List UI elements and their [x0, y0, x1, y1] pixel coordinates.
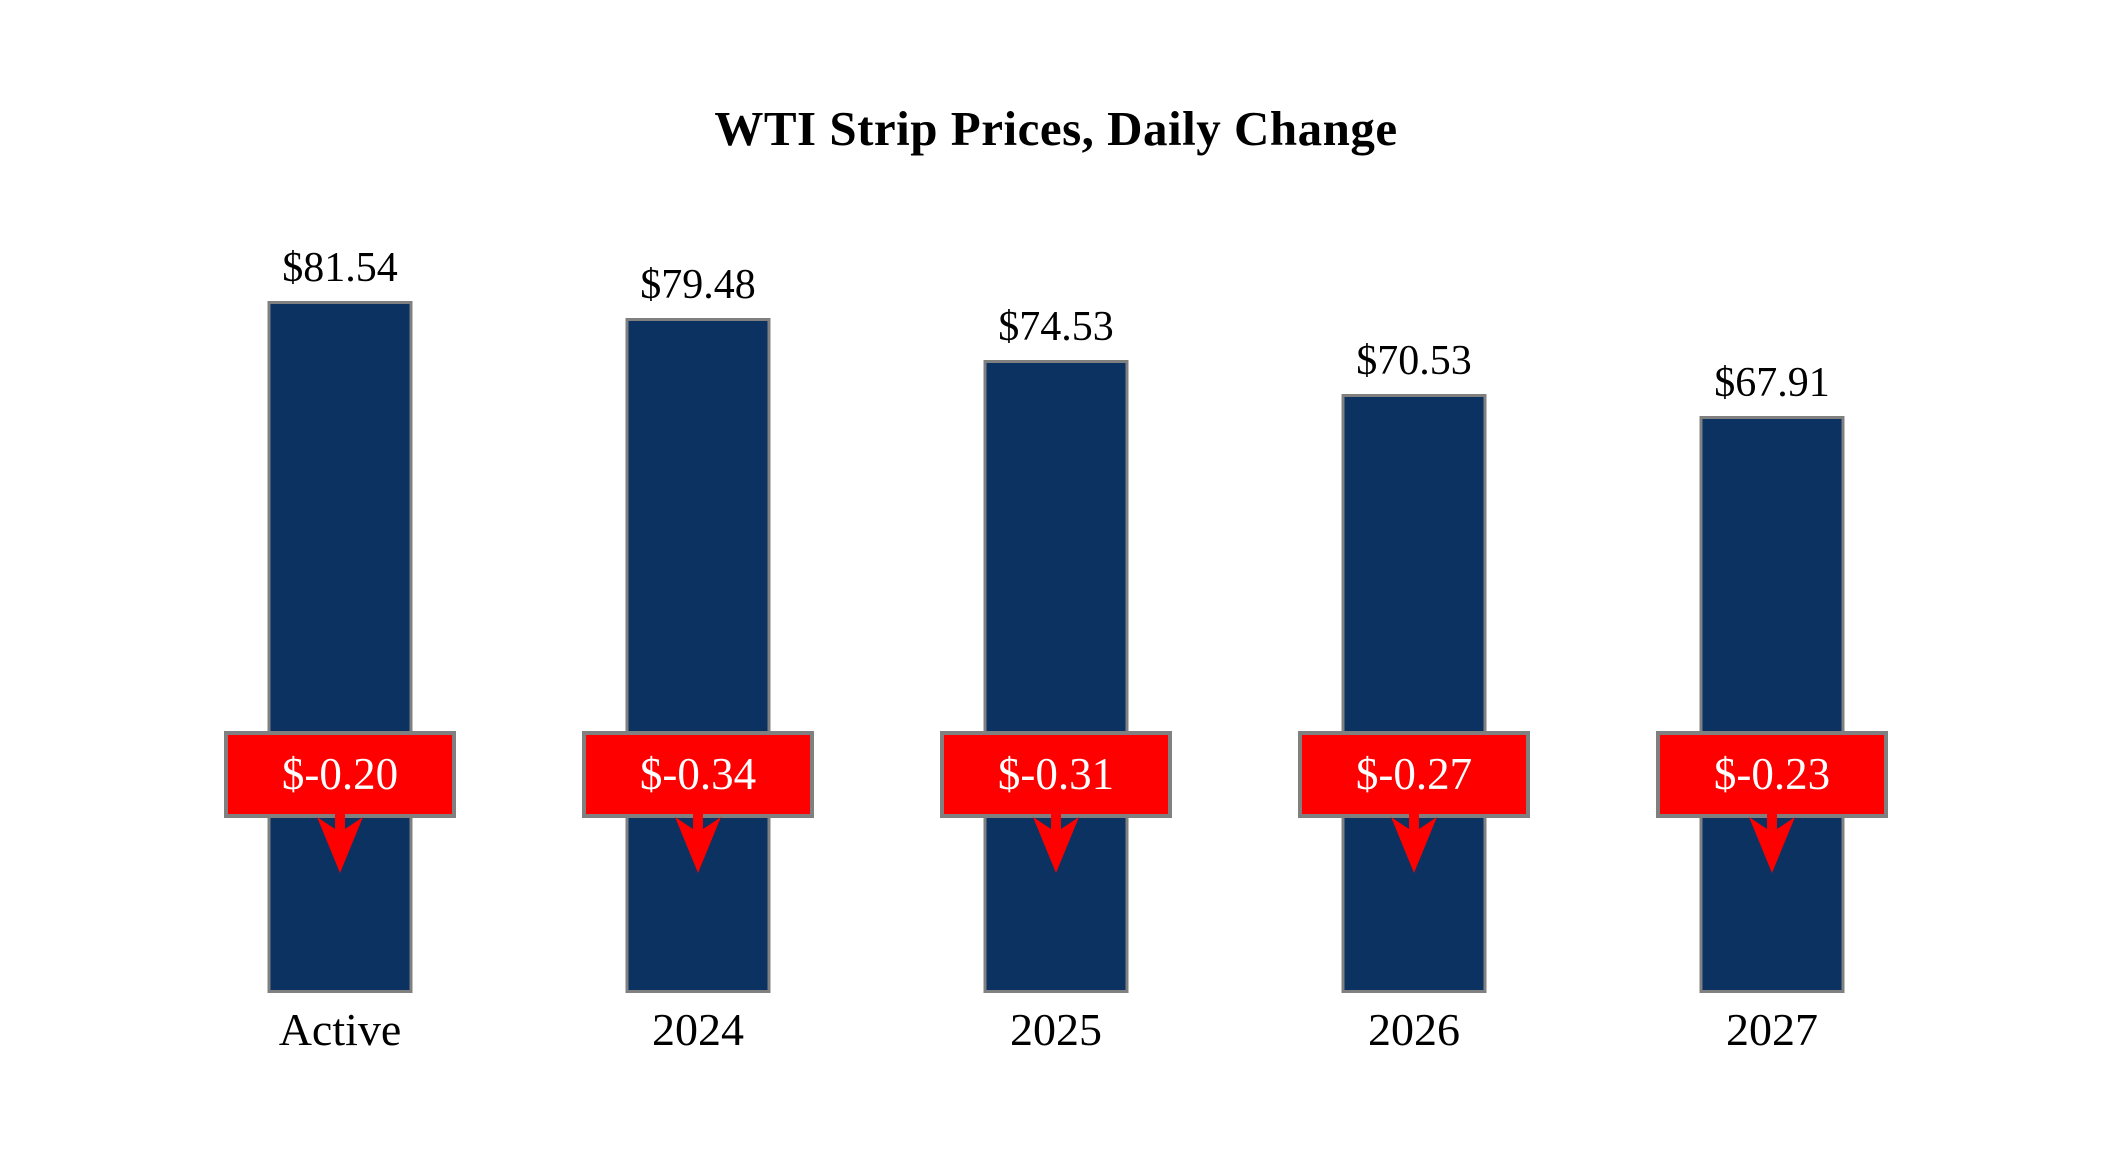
price-bar: [625, 318, 771, 993]
category-label: Active: [278, 1004, 402, 1055]
bar-group: $79.48 $-0.34 2024: [519, 0, 877, 1152]
bar-value-label: $81.54: [282, 244, 398, 291]
daily-change-box: $-0.27: [1298, 731, 1530, 818]
down-arrow-icon: [317, 813, 363, 873]
category-label: 2024: [652, 1004, 744, 1055]
down-arrow-icon: [1391, 813, 1437, 873]
category-label: 2025: [1010, 1004, 1102, 1055]
daily-change-box: $-0.31: [940, 731, 1172, 818]
daily-change-value: $-0.27: [1355, 749, 1473, 799]
price-bar: [267, 301, 413, 993]
bar-group: $81.54 $-0.20 Active: [161, 0, 519, 1152]
bar-value-label: $79.48: [640, 261, 756, 308]
down-arrow-icon: [1033, 813, 1079, 873]
daily-change-value: $-0.20: [281, 749, 399, 799]
daily-change-box: $-0.20: [224, 731, 456, 818]
down-arrow-icon: [675, 813, 721, 873]
category-label: 2026: [1368, 1004, 1460, 1055]
bar-value-label: $70.53: [1356, 337, 1472, 384]
price-bar: [1699, 416, 1845, 993]
daily-change-value: $-0.31: [997, 749, 1115, 799]
price-bar: [1341, 394, 1487, 993]
price-bar: [983, 360, 1129, 993]
daily-change-value: $-0.23: [1713, 749, 1831, 799]
bar-group: $74.53 $-0.31 2025: [877, 0, 1235, 1152]
bar-value-label: $67.91: [1714, 359, 1830, 406]
daily-change-box: $-0.34: [582, 731, 814, 818]
chart-title: WTI Strip Prices, Daily Change: [714, 101, 1398, 156]
bar-value-label: $74.53: [998, 303, 1114, 350]
down-arrow-icon: [1749, 813, 1795, 873]
bar-group: $67.91 $-0.23 2027: [1593, 0, 1951, 1152]
daily-change-value: $-0.34: [639, 749, 757, 799]
bar-group: $70.53 $-0.27 2026: [1235, 0, 1593, 1152]
daily-change-box: $-0.23: [1656, 731, 1888, 818]
category-label: 2027: [1726, 1004, 1818, 1055]
